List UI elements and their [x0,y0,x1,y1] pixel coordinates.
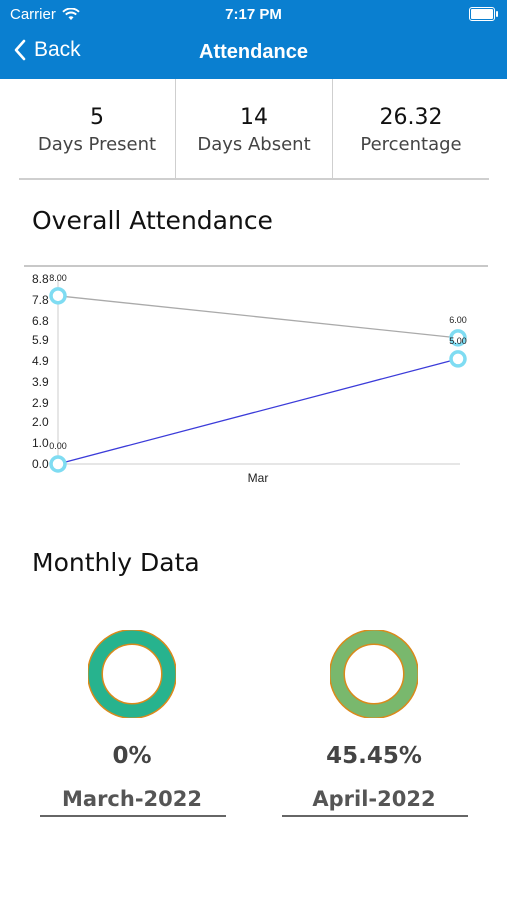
monthly-data-title: Monthly Data [32,548,200,577]
series-line [57,295,459,339]
stat-days-present: 5 Days Present [19,79,176,178]
data-point [449,329,467,347]
overall-attendance-title: Overall Attendance [32,206,273,235]
series-line [57,358,459,465]
carrier-indicator: Carrier [10,6,80,23]
month-percentage: 0% [112,743,152,769]
data-label: 8.00 [49,273,67,283]
donut-ring [330,630,418,718]
navigation-bar: Back Attendance [0,28,507,79]
back-button[interactable]: Back [14,38,81,62]
month-label: April-2022 [312,787,436,811]
attendance-summary: 5 Days Present 14 Days Absent 26.32 Perc… [19,79,489,180]
y-tick-label: 3.9 [32,375,49,389]
y-tick-label: 4.9 [32,354,49,368]
app-header: Carrier 7:17 PM Back Attendance [0,0,507,79]
y-tick-label: 6.8 [32,314,49,328]
data-point [49,455,67,473]
chevron-left-icon [14,39,26,61]
y-tick-label: 0.0 [32,457,49,471]
back-label: Back [34,38,81,61]
stat-label: Days Present [37,134,157,155]
month-underline [282,815,468,817]
status-bar: Carrier 7:17 PM [0,0,507,28]
stat-label: Percentage [360,134,462,155]
y-tick-label: 2.0 [32,415,49,429]
monthly-card-march[interactable]: 0% March-2022 [32,629,232,811]
overall-attendance-chart: 0.0 1.0 2.0 2.9 3.9 4.9 5.9 6.8 7.8 8.8 Mar 8.00 6.0… [24,265,488,485]
data-point [449,350,467,368]
y-tick-label: 5.9 [32,333,49,347]
stat-days-absent: 14 Days Absent [176,79,333,178]
donut-ring [88,630,176,718]
carrier-label: Carrier [10,6,56,23]
stat-label: Days Absent [197,134,311,155]
donut-chart [87,629,177,719]
stat-percentage: 26.32 Percentage [333,79,489,178]
data-label: 0.00 [49,441,67,451]
y-tick-label: 1.0 [32,436,49,450]
y-tick-label: 7.8 [32,293,49,307]
y-tick-label: 8.8 [32,272,49,286]
month-percentage: 45.45% [326,743,422,769]
month-underline [40,815,226,817]
y-tick-label: 2.9 [32,396,49,410]
status-time: 7:17 PM [225,6,282,23]
stat-value: 26.32 [379,105,443,130]
data-point [49,287,67,305]
data-label: 6.00 [449,315,467,325]
stat-value: 14 [240,105,268,130]
x-tick-label: Mar [248,471,269,485]
stat-value: 5 [90,105,104,130]
wifi-icon [62,8,80,20]
battery-icon [469,7,498,21]
page-title: Attendance [199,41,308,63]
month-label: March-2022 [62,787,202,811]
monthly-card-april[interactable]: 45.45% April-2022 [274,629,474,811]
data-label: 5.00 [449,336,467,346]
donut-chart [329,629,419,719]
